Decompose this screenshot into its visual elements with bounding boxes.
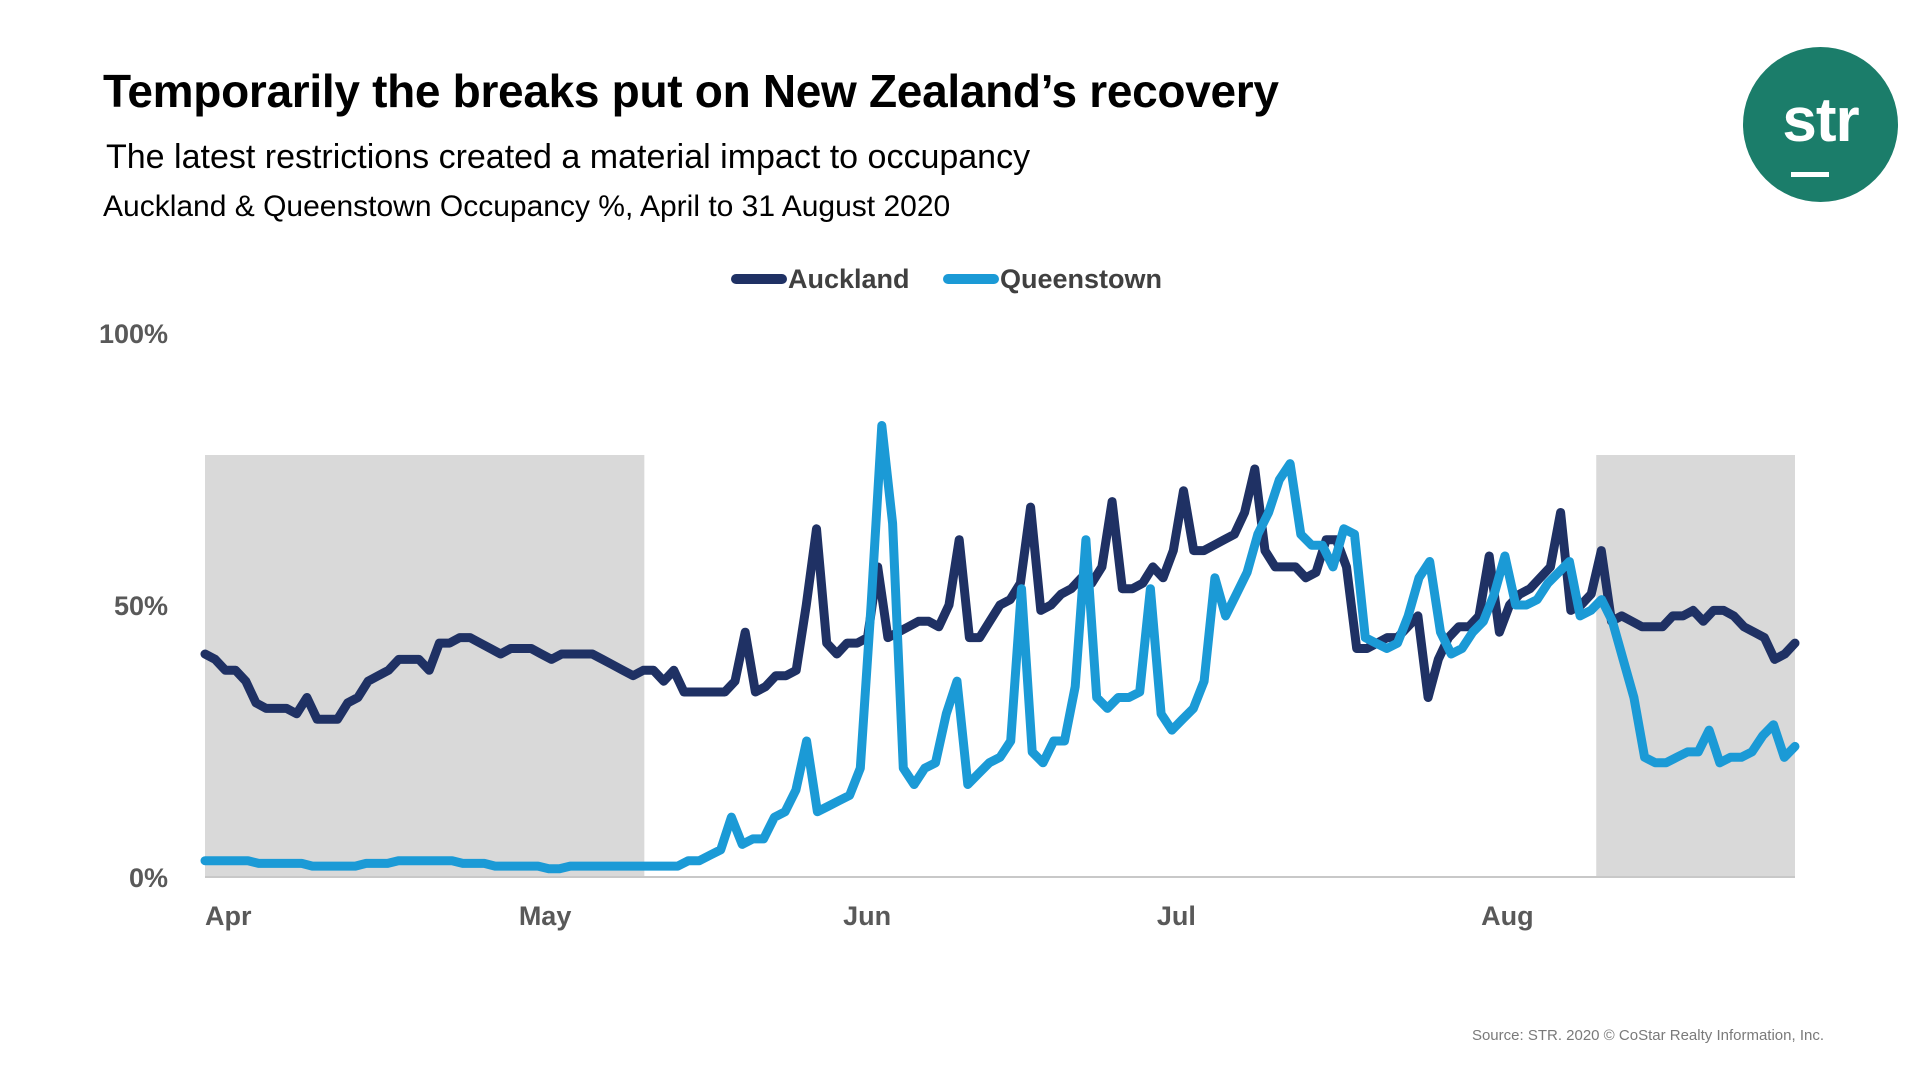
legend-label-auckland: Auckland xyxy=(788,264,910,294)
page-title: Temporarily the breaks put on New Zealan… xyxy=(103,65,1279,117)
chart-description: Auckland & Queenstown Occupancy %, April… xyxy=(103,190,951,223)
x-tick-label: Jul xyxy=(1157,901,1196,931)
legend: Auckland Queenstown xyxy=(731,264,1162,294)
x-tick-label: Aug xyxy=(1481,901,1533,931)
str-logo: str xyxy=(1743,47,1898,202)
legend-label-queenstown: Queenstown xyxy=(1000,264,1162,294)
y-axis-ticks: 0% 50% 100% xyxy=(99,319,168,893)
source-note: Source: STR. 2020 © CoStar Realty Inform… xyxy=(1471,1027,1824,1044)
y-tick-label: 100% xyxy=(99,319,168,349)
y-tick-label: 0% xyxy=(129,863,168,893)
x-tick-label: Jun xyxy=(843,901,891,931)
y-tick-label: 50% xyxy=(114,591,168,621)
x-tick-label: Apr xyxy=(205,901,252,931)
series-lines xyxy=(200,421,1800,874)
x-tick-label: May xyxy=(519,901,572,931)
x-axis-ticks: Apr May Jun Jul Aug xyxy=(205,901,1534,931)
page-subtitle: The latest restrictions created a materi… xyxy=(106,138,1031,176)
logo-underline xyxy=(1791,172,1829,177)
series-line-auckland xyxy=(200,464,1800,724)
series-line-queenstown xyxy=(200,421,1800,874)
logo-text: str xyxy=(1782,86,1859,155)
